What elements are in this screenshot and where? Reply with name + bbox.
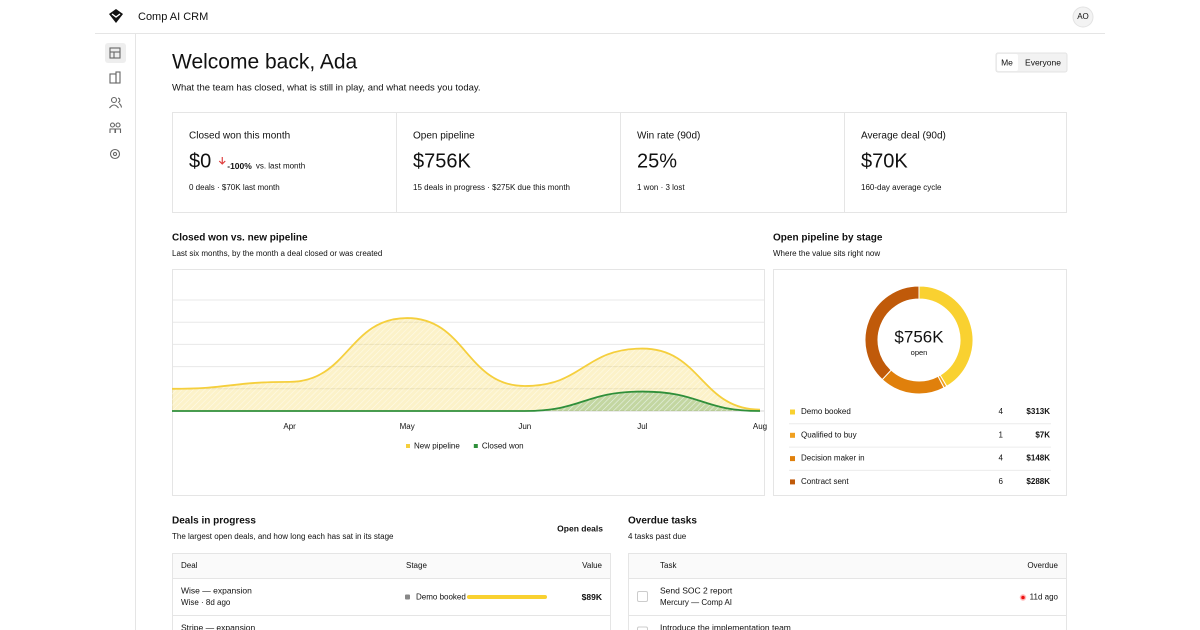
stage-value: $313K bbox=[1026, 407, 1050, 416]
area-hatch bbox=[172, 391, 760, 411]
legend-swatch bbox=[790, 432, 795, 438]
legend-swatch bbox=[473, 444, 478, 448]
table-header-bg bbox=[173, 554, 610, 578]
kpi-note: 15 deals in progress · $275K due this mo… bbox=[413, 183, 570, 192]
task-name[interactable]: Send SOC 2 report bbox=[660, 585, 733, 595]
legend-swatch bbox=[790, 479, 795, 485]
donut-slice bbox=[864, 285, 920, 381]
chart-subtitle: Last six months, by the month a deal clo… bbox=[172, 249, 382, 258]
legend-label: Demo booked bbox=[801, 407, 851, 416]
area-hatch bbox=[172, 318, 760, 411]
x-tick-label: Jun bbox=[518, 422, 531, 431]
legend-label: Qualified to buy bbox=[801, 430, 857, 439]
nav-settings[interactable] bbox=[109, 148, 121, 160]
stage-count: 6 bbox=[999, 477, 1004, 486]
kpi-delta-note: vs. last month bbox=[256, 162, 305, 171]
sidebar bbox=[105, 43, 126, 160]
legend-swatch bbox=[406, 444, 410, 448]
column-header: Overdue bbox=[1027, 561, 1058, 570]
kpi-label: Average deal (90d) bbox=[861, 131, 946, 142]
column-header: Stage bbox=[406, 561, 427, 570]
kpi-value: $0 bbox=[189, 150, 211, 172]
deal-name[interactable]: Wise — expansion bbox=[181, 585, 252, 595]
toggle bbox=[995, 52, 1068, 73]
stage-age-bar bbox=[467, 595, 547, 599]
legend-label: Contract sent bbox=[801, 477, 849, 486]
chart-title: Open pipeline by stage bbox=[773, 233, 883, 244]
x-tick-label: May bbox=[400, 422, 415, 431]
task-checkbox[interactable] bbox=[637, 626, 648, 630]
overdue-dot bbox=[1019, 594, 1027, 601]
kpi-label: Win rate (90d) bbox=[637, 131, 700, 142]
stage-count: 1 bbox=[999, 430, 1004, 439]
delta-arrow bbox=[218, 157, 226, 165]
chart-subtitle: Where the value sits right now bbox=[773, 249, 880, 258]
column-header: Deal bbox=[181, 561, 198, 570]
legend-label: Decision maker in bbox=[801, 454, 865, 463]
kpi-delta: -100% bbox=[227, 161, 252, 171]
page-title: Welcome back, Ada bbox=[172, 51, 358, 74]
table-header-bg bbox=[629, 554, 1066, 578]
stage-count: 4 bbox=[999, 454, 1004, 463]
task-checkbox[interactable] bbox=[637, 591, 648, 602]
legend-swatch bbox=[790, 456, 795, 462]
task-name[interactable]: Introduce the implementation team bbox=[660, 622, 791, 630]
toggle-option[interactable]: Everyone bbox=[1025, 57, 1061, 67]
stage-value: $148K bbox=[1026, 454, 1050, 463]
open-deals-button[interactable]: Open deals bbox=[557, 523, 603, 533]
toggle-option[interactable]: Me bbox=[1001, 57, 1013, 67]
task-meta: Mercury — Comp AI bbox=[660, 598, 732, 607]
stage-value: $288K bbox=[1026, 477, 1050, 486]
kpi-label: Closed won this month bbox=[189, 131, 290, 142]
kpi-card bbox=[172, 112, 1067, 213]
logo bbox=[109, 9, 123, 23]
nav-dashboard[interactable] bbox=[109, 47, 121, 59]
kpi-note: 1 won · 3 lost bbox=[637, 183, 685, 192]
x-tick-label: Aug bbox=[753, 422, 767, 431]
donut-center-value: $756K bbox=[894, 327, 944, 346]
nav-contacts[interactable] bbox=[109, 96, 123, 109]
column-header: Task bbox=[660, 561, 677, 570]
nav-deals[interactable] bbox=[109, 122, 122, 133]
chart-title: Closed won vs. new pipeline bbox=[172, 233, 308, 244]
nav-active-bg bbox=[105, 43, 126, 63]
kpi-note: 0 deals · $70K last month bbox=[189, 183, 280, 192]
section-subtitle: The largest open deals, and how long eac… bbox=[172, 532, 394, 541]
deal-meta: Wise · 8d ago bbox=[181, 598, 231, 607]
deal-value: $89K bbox=[582, 592, 603, 602]
toggle-active bbox=[997, 54, 1018, 71]
app-name: Comp AI CRM bbox=[138, 11, 208, 23]
avatar-initials: AO bbox=[1077, 12, 1089, 21]
task-overdue: 11d ago bbox=[1030, 593, 1059, 602]
legend-label: Closed won bbox=[482, 442, 524, 451]
x-tick-label: Apr bbox=[283, 422, 296, 431]
kpi-value: $756K bbox=[413, 150, 471, 172]
kpi-label: Open pipeline bbox=[413, 131, 475, 142]
series-line bbox=[171, 390, 761, 412]
stage-value: $7K bbox=[1035, 430, 1050, 439]
avatar[interactable] bbox=[1072, 6, 1094, 28]
stage-count: 4 bbox=[999, 407, 1004, 416]
legend-swatch bbox=[790, 409, 795, 415]
kpi-value: $70K bbox=[861, 150, 908, 172]
x-tick-label: Jul bbox=[637, 422, 647, 431]
legend-label: New pipeline bbox=[414, 442, 460, 451]
deal-name[interactable]: Stripe — expansion bbox=[181, 622, 255, 630]
deal-stage: Demo booked bbox=[416, 593, 466, 602]
stage-dot bbox=[405, 594, 410, 600]
page-subtitle: What the team has closed, what is still … bbox=[172, 83, 481, 94]
section-title: Deals in progress bbox=[172, 516, 256, 527]
kpi-value: 25% bbox=[637, 150, 677, 172]
donut-center-label: open bbox=[911, 348, 928, 357]
section-subtitle: 4 tasks past due bbox=[628, 532, 687, 541]
kpi-note: 160-day average cycle bbox=[861, 183, 942, 192]
series-line bbox=[171, 317, 761, 411]
column-header: Value bbox=[582, 561, 602, 570]
nav-companies[interactable] bbox=[109, 71, 121, 84]
section-title: Overdue tasks bbox=[628, 516, 697, 527]
